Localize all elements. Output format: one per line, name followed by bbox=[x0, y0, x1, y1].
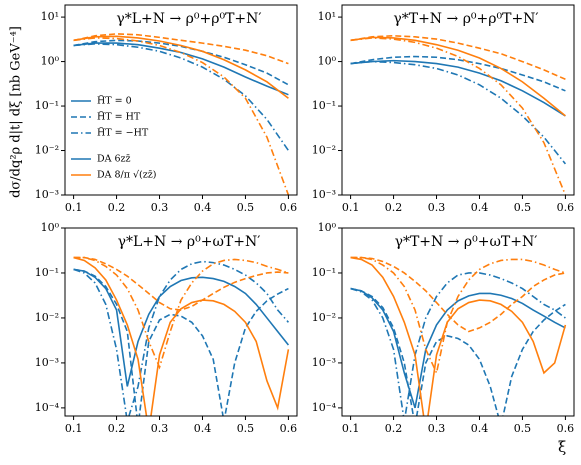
series-line bbox=[350, 37, 567, 195]
axes-frame bbox=[64, 227, 298, 417]
x-axis-label: ξ bbox=[558, 438, 566, 456]
panel: 0.1 0.2 0.3 0.4 0.5 0.6 10⁻³ 10⁻² 10⁻¹ 10⁰ 10¹ γ*L+… bbox=[35, 4, 298, 214]
x-tick-label: 0.6 bbox=[280, 422, 298, 435]
y-tick-label: 10⁻¹ bbox=[35, 99, 59, 112]
series-line bbox=[350, 256, 566, 376]
y-tick-label: 10⁰ bbox=[318, 221, 337, 234]
axes-frame bbox=[341, 4, 575, 196]
panel: 0.1 0.2 0.3 0.4 0.5 0.6 10⁻³ 10⁻² 10⁻¹ 10⁰ 10¹ γ*T+… bbox=[312, 4, 575, 214]
legend-label: H̃T = 0 bbox=[97, 95, 132, 107]
x-tick-label: 0.4 bbox=[471, 422, 489, 435]
legend-label: H̃T = HT bbox=[97, 111, 141, 123]
y-tick-label: 10⁻¹ bbox=[312, 266, 336, 279]
x-tick-label: 0.5 bbox=[514, 422, 532, 435]
y-tick-label: 10⁰ bbox=[41, 221, 60, 234]
series-line bbox=[73, 35, 289, 99]
series-line bbox=[73, 33, 289, 65]
series-line bbox=[350, 34, 566, 81]
x-tick-label: 0.4 bbox=[194, 422, 212, 435]
y-tick-label: 10¹ bbox=[41, 10, 59, 23]
x-tick-label: 0.3 bbox=[428, 422, 446, 435]
y-tick-label: 10⁻³ bbox=[35, 356, 59, 369]
x-tick-label: 0.2 bbox=[108, 422, 126, 435]
series-line bbox=[73, 37, 290, 195]
x-tick-label: 0.3 bbox=[428, 201, 446, 214]
axes-frame bbox=[64, 4, 298, 196]
x-tick-label: 0.2 bbox=[108, 201, 126, 214]
panel: 0.1 0.2 0.3 0.4 0.5 0.6 10⁻⁴ 10⁻³ 10⁻² 10⁻¹ 10⁰ γ*T… bbox=[312, 221, 575, 435]
x-tick-label: 0.4 bbox=[471, 201, 489, 214]
series-line bbox=[73, 39, 289, 86]
x-tick-label: 0.6 bbox=[557, 422, 575, 435]
y-tick-label: 10⁻³ bbox=[312, 188, 336, 201]
x-tick-label: 0.1 bbox=[65, 201, 83, 214]
x-tick-label: 0.3 bbox=[151, 201, 169, 214]
x-tick-label: 0.5 bbox=[514, 201, 532, 214]
x-tick-label: 0.6 bbox=[280, 201, 298, 214]
plot-area bbox=[350, 256, 567, 416]
series-line bbox=[73, 256, 289, 370]
x-tick-label: 0.1 bbox=[342, 422, 360, 435]
panel-title: γ*L+N → ρ⁰+ωT+N′ bbox=[118, 234, 261, 250]
y-tick-label: 10⁻² bbox=[312, 144, 336, 157]
y-tick-label: 10⁻³ bbox=[35, 188, 59, 201]
y-tick-label: 10⁻² bbox=[35, 144, 59, 157]
panel-title: γ*T+N → ρ⁰+ωT+N′ bbox=[395, 234, 538, 250]
axes-frame bbox=[341, 227, 575, 417]
series-line bbox=[350, 287, 566, 409]
series-line bbox=[350, 256, 566, 333]
y-tick-label: 10⁻⁴ bbox=[35, 401, 60, 414]
y-tick-label: 10⁻¹ bbox=[312, 99, 336, 112]
y-tick-label: 10⁰ bbox=[318, 55, 337, 68]
y-tick-label: 10⁻² bbox=[312, 311, 336, 324]
x-tick-label: 0.4 bbox=[194, 201, 212, 214]
series-line bbox=[350, 36, 566, 117]
legend-label: DA 8/π √(zz̄) bbox=[97, 170, 156, 181]
x-tick-label: 0.5 bbox=[237, 201, 255, 214]
series-line bbox=[73, 43, 290, 151]
plot-area bbox=[73, 256, 290, 416]
plot-area bbox=[350, 34, 567, 195]
series-line bbox=[350, 256, 567, 416]
x-tick-label: 0.6 bbox=[557, 201, 575, 214]
series-line bbox=[73, 260, 290, 416]
legend-label: DA 6zz̄ bbox=[97, 154, 131, 165]
x-tick-label: 0.2 bbox=[385, 201, 403, 214]
x-tick-label: 0.5 bbox=[237, 422, 255, 435]
x-tick-label: 0.1 bbox=[342, 201, 360, 214]
x-tick-label: 0.1 bbox=[65, 422, 83, 435]
y-tick-label: 10⁻⁴ bbox=[312, 401, 337, 414]
y-tick-label: 10⁰ bbox=[41, 55, 60, 68]
legend-label: H̃T = −HT bbox=[97, 127, 149, 139]
series-line bbox=[350, 55, 566, 92]
x-tick-label: 0.3 bbox=[151, 422, 169, 435]
panel: 0.1 0.2 0.3 0.4 0.5 0.6 10⁻⁴ 10⁻³ 10⁻² 10⁻¹ 10⁰ γ*L… bbox=[35, 221, 298, 435]
y-tick-label: 10⁻¹ bbox=[35, 266, 59, 279]
y-tick-label: 10⁻² bbox=[35, 311, 59, 324]
series-line bbox=[73, 42, 289, 96]
series-line bbox=[73, 268, 290, 387]
x-tick-label: 0.2 bbox=[385, 422, 403, 435]
panel-title: γ*L+N → ρ⁰+ρ⁰T+N′ bbox=[116, 11, 261, 27]
series-line bbox=[73, 256, 290, 416]
plot-area bbox=[73, 33, 290, 195]
series-line bbox=[350, 60, 567, 165]
series-line bbox=[73, 256, 289, 311]
series-line bbox=[73, 268, 289, 416]
y-tick-label: 10¹ bbox=[318, 10, 336, 23]
series-line bbox=[350, 287, 566, 416]
y-tick-label: 10⁻³ bbox=[312, 356, 336, 369]
y-axis-label: dσ/dq²ρ d|t| dξ [nb GeV⁻⁴] bbox=[9, 26, 24, 198]
panel-title: γ*T+N → ρ⁰+ρ⁰T+N′ bbox=[393, 11, 538, 27]
series-line bbox=[350, 59, 566, 117]
